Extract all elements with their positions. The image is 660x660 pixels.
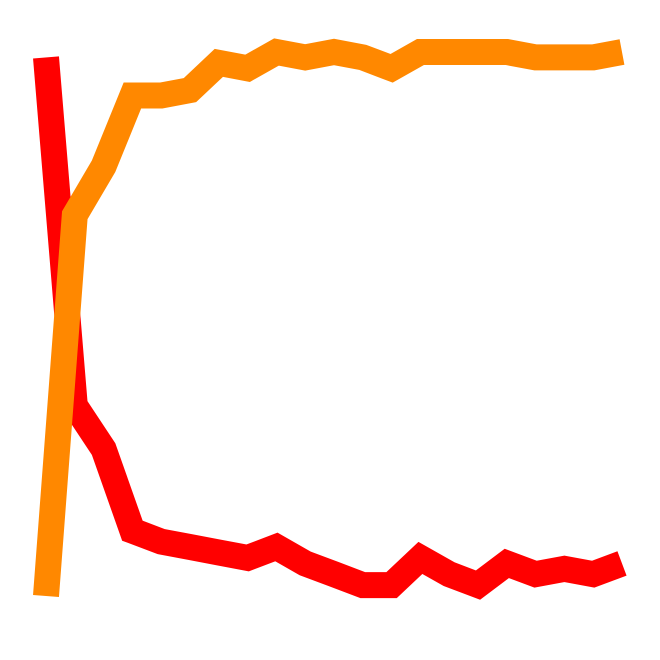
series-line-1 bbox=[33, 56, 627, 600]
series-line-2 bbox=[33, 38, 625, 597]
series-layer bbox=[33, 38, 627, 600]
